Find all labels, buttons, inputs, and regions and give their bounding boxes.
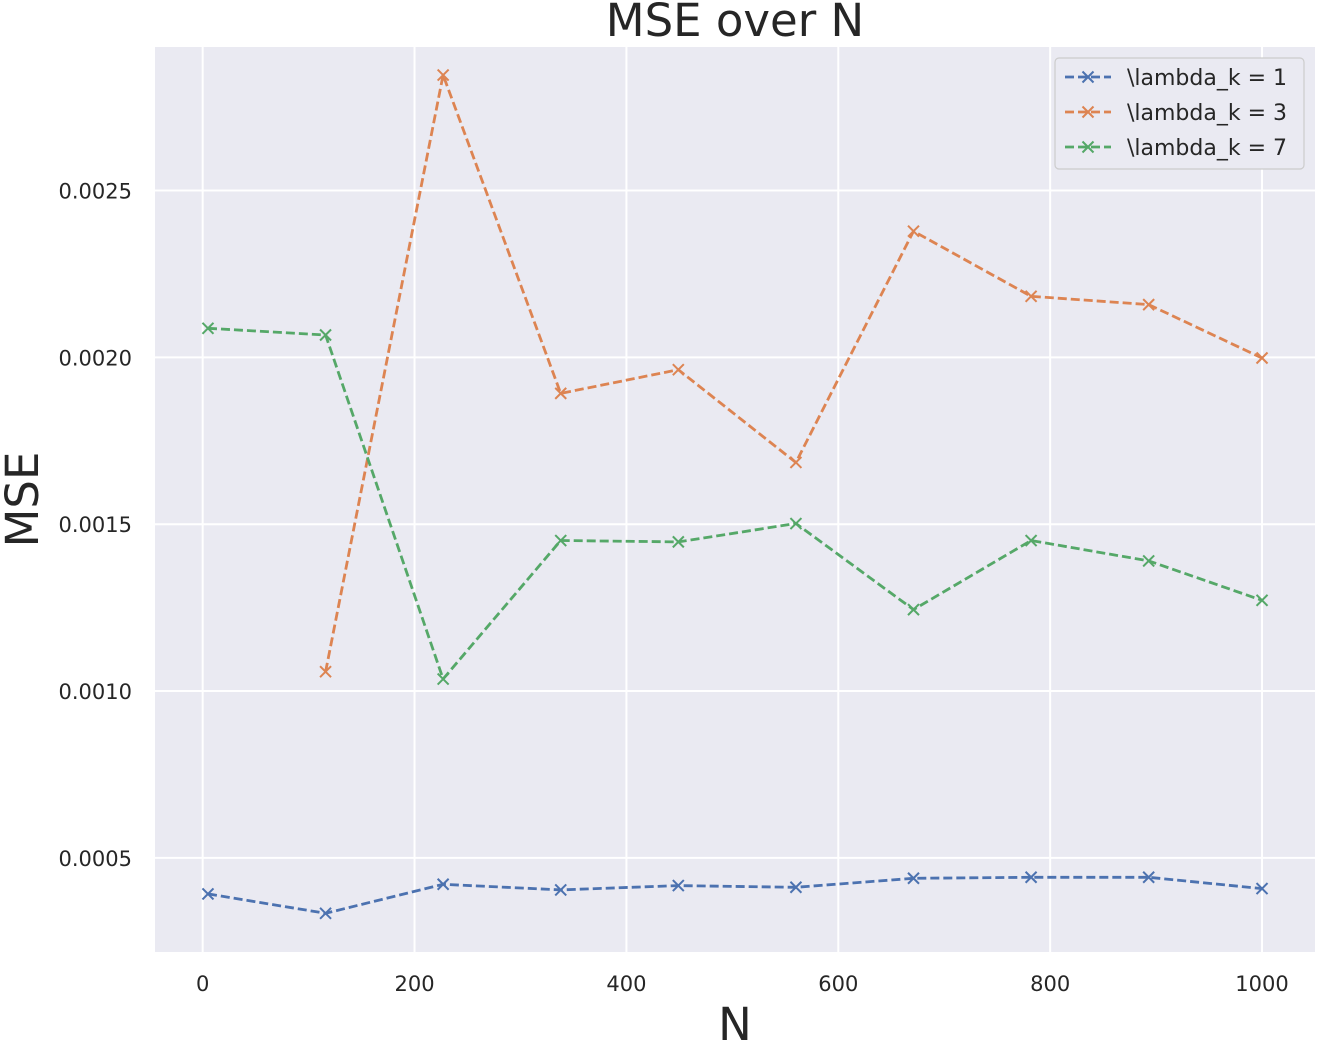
data-point	[1142, 554, 1155, 568]
series-layer	[201, 68, 1269, 920]
legend-marker	[1081, 105, 1095, 119]
data-point	[436, 68, 450, 82]
data-point	[1024, 290, 1038, 303]
data-point	[319, 907, 332, 920]
data-point	[201, 887, 215, 901]
chart-title: MSE over N	[606, 0, 864, 47]
y-tick-label: 0.0010	[59, 680, 132, 704]
data-point	[436, 878, 450, 891]
legend-marker	[1081, 140, 1095, 154]
x-tick-label: 400	[606, 972, 646, 996]
data-point	[789, 456, 803, 469]
y-tick-label: 0.0015	[59, 513, 132, 537]
series-line	[207, 326, 1263, 681]
y-tick-label: 0.0005	[59, 847, 132, 871]
y-tick-label: 0.0020	[59, 346, 132, 370]
legend-marker	[1081, 70, 1095, 84]
data-point	[789, 881, 803, 894]
data-point	[907, 872, 920, 885]
legend-label: \lambda_k = 3	[1127, 101, 1287, 126]
data-point	[1255, 351, 1269, 365]
legend-item: \lambda_k = 7	[1065, 136, 1287, 161]
data-point	[436, 672, 450, 686]
data-point	[554, 883, 567, 897]
series-2	[319, 68, 1269, 678]
x-tick-label: 600	[818, 972, 858, 996]
x-tick-label: 200	[394, 972, 434, 996]
data-point	[672, 535, 685, 549]
data-point	[554, 387, 567, 400]
x-tick-label: 1000	[1235, 972, 1288, 996]
legend-box	[1054, 57, 1305, 170]
series-line	[207, 875, 1263, 915]
x-tick-label: 800	[1030, 972, 1070, 996]
legend: \lambda_k = 1 \lambda_k = 3 \lambda_k = 7	[1054, 57, 1305, 170]
data-point	[1142, 871, 1155, 884]
series-1	[201, 871, 1269, 920]
x-axis-title: N	[718, 998, 752, 1049]
y-axis-ticks: 0.0005 0.0010 0.0015 0.0020 0.0025	[59, 179, 132, 870]
x-tick-label: 0	[196, 972, 209, 996]
grid	[155, 47, 1315, 952]
data-point	[1142, 298, 1155, 311]
data-point	[1255, 594, 1269, 607]
data-point	[1024, 534, 1038, 547]
y-axis-title: MSE	[0, 452, 49, 548]
series-3	[201, 322, 1269, 686]
plot-area	[155, 47, 1315, 952]
data-point	[319, 328, 332, 342]
data-point	[1024, 871, 1038, 884]
data-point	[789, 517, 803, 530]
data-point	[1255, 882, 1269, 895]
legend-label: \lambda_k = 1	[1127, 66, 1287, 91]
data-point	[907, 603, 920, 616]
data-point	[319, 665, 332, 678]
legend-item: \lambda_k = 1	[1065, 66, 1287, 91]
data-point	[907, 224, 920, 238]
data-point	[554, 534, 567, 547]
data-point	[672, 879, 685, 892]
legend-label: \lambda_k = 7	[1127, 136, 1287, 161]
y-tick-label: 0.0025	[59, 179, 132, 203]
x-axis-ticks: 0 200 400 600 800 1000	[196, 972, 1289, 996]
data-point	[201, 322, 215, 335]
legend-item: \lambda_k = 3	[1065, 101, 1287, 126]
data-point	[672, 363, 685, 376]
